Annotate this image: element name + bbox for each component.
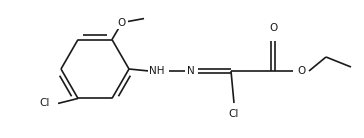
Text: Cl: Cl [229,109,239,119]
Text: O: O [269,23,277,33]
Text: N: N [187,66,195,76]
Text: Cl: Cl [40,98,50,108]
Text: NH: NH [149,66,165,76]
Text: O: O [297,66,305,76]
Text: O: O [118,18,126,28]
